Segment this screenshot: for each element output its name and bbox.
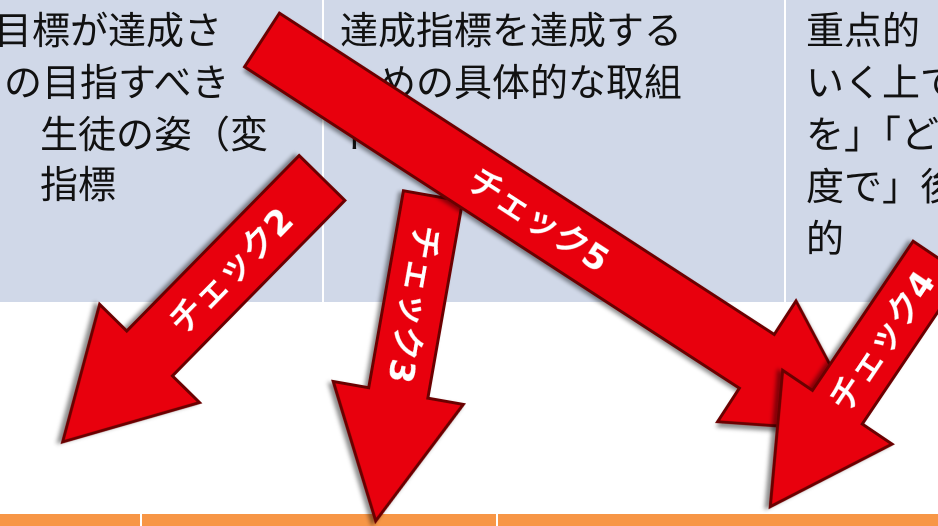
cell-text-line: 的 [806,217,845,261]
arrow-check-2: チェック2 [60,153,347,445]
cell-text-line: 指標 [40,163,117,207]
column-divider [140,514,142,526]
cell-text-line: の目指すべき [4,61,230,105]
cell-text-line: 達成指標を達成する [340,9,683,53]
cell-text-line: 重点的 [806,9,921,53]
arrow-check-3: チェック3 [331,189,466,525]
cell-text-line: 目標が達成さ [0,9,223,53]
footer-cell [0,514,140,526]
column-divider [496,514,498,526]
footer-cell [498,514,938,526]
column-divider [322,0,324,302]
footer-cell [142,514,496,526]
cell-text-line: 度で」後 [806,165,938,209]
cell-text-line: を」「ど [806,113,938,157]
cell-text-line: いく上で [806,61,938,105]
arrow-label-check-2: チェック2 [161,200,301,342]
cell-text-line: 生徒の姿（変 [40,113,269,157]
column-divider [784,0,786,302]
